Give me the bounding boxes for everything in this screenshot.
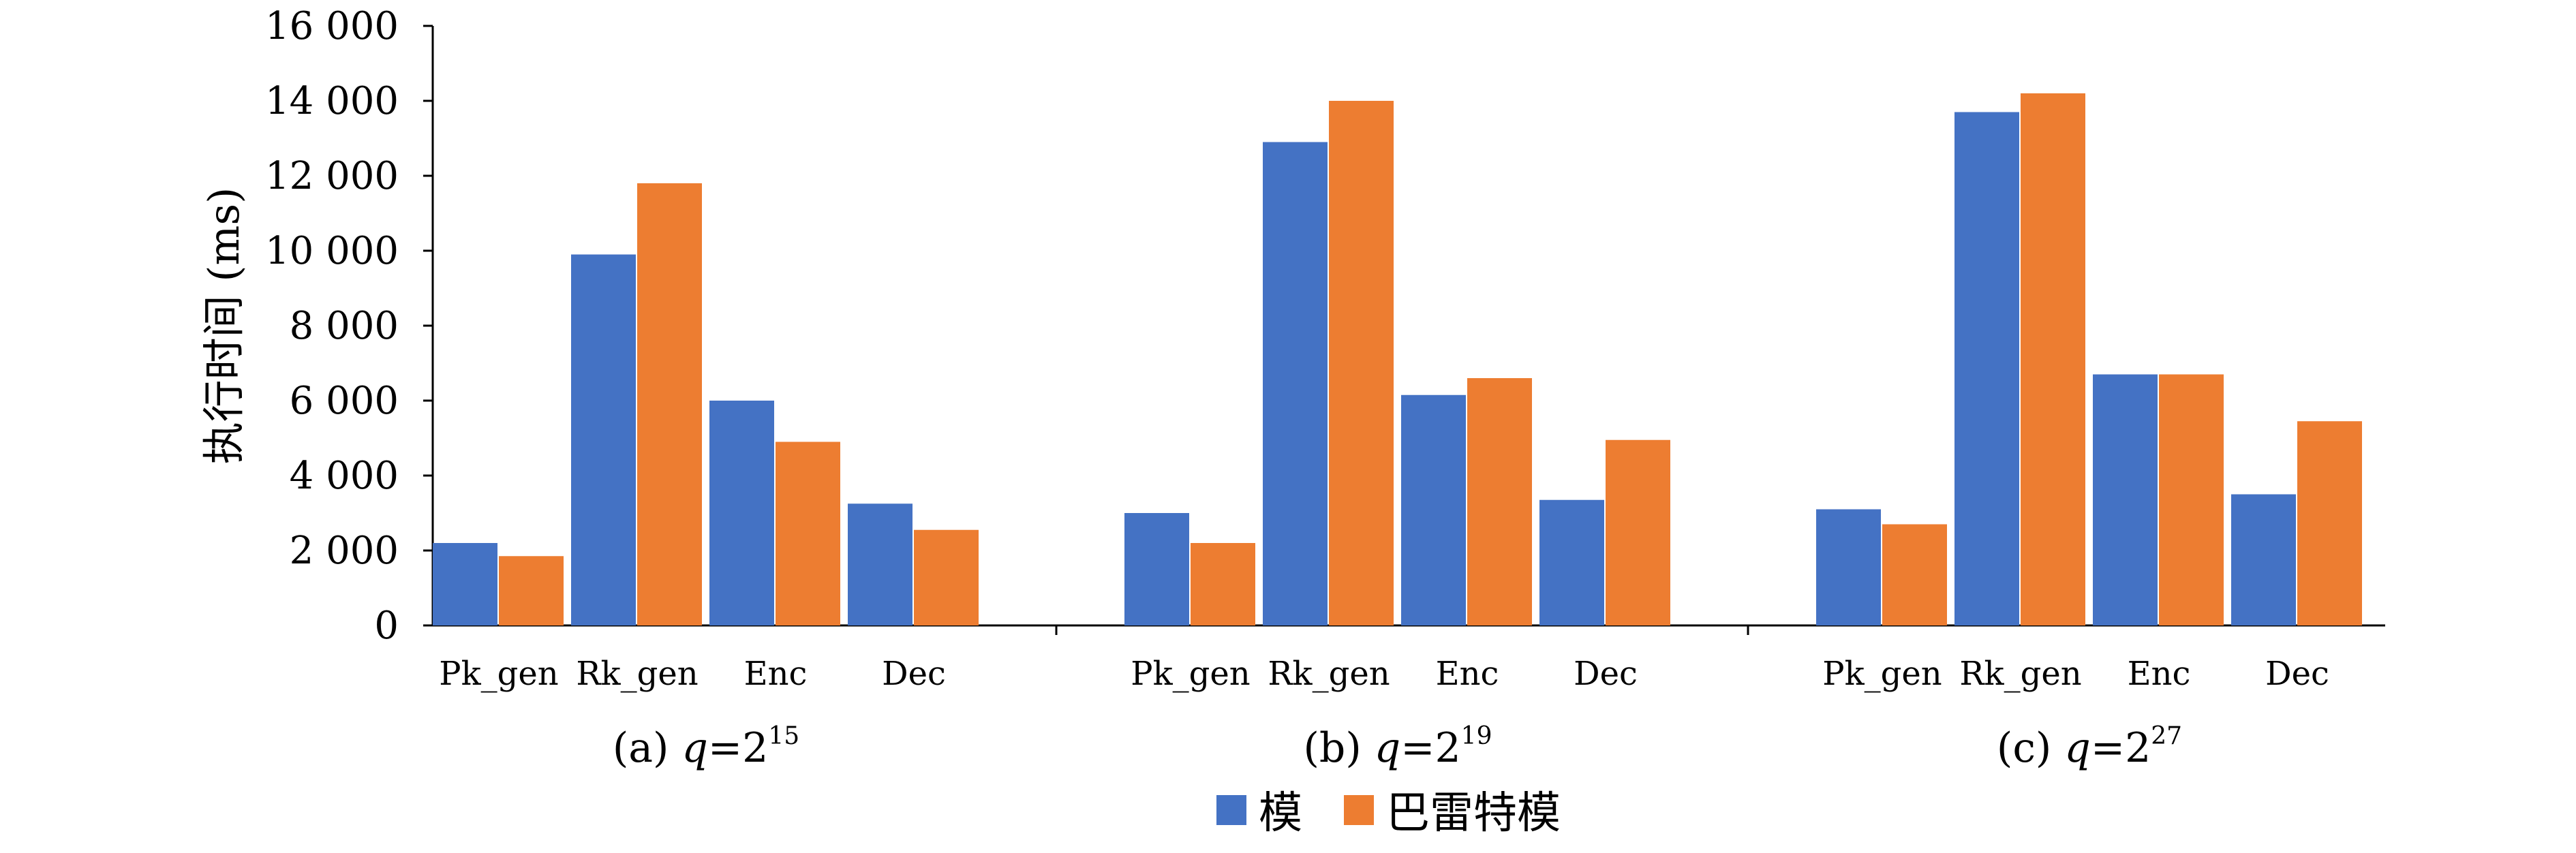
x-axis bbox=[433, 624, 2385, 635]
bar-barrett-rk-gen bbox=[1329, 101, 1394, 625]
legend: 模 巴雷特模 bbox=[1216, 788, 1561, 839]
x-category-label: Rk_gen bbox=[1268, 655, 1390, 693]
x-category-label: Dec bbox=[1574, 655, 1638, 693]
y-tick-label: 10 000 bbox=[265, 229, 399, 273]
bar-mo-enc bbox=[2093, 374, 2158, 625]
bar-mo-pk-gen bbox=[433, 543, 497, 625]
x-category-label: Rk_gen bbox=[1959, 655, 2081, 693]
bar-mo-rk-gen bbox=[1263, 142, 1328, 625]
legend-label: 模 bbox=[1259, 788, 1302, 839]
y-tick-label: 8 000 bbox=[290, 304, 399, 348]
y-axis: 0 2 000 4 000 6 000 8 000 10 000 12 000 14 000 1… bbox=[265, 4, 434, 648]
x-category-label: Pk_gen bbox=[439, 655, 558, 693]
y-tick-label: 0 bbox=[374, 604, 399, 648]
bar-barrett-pk-gen bbox=[1191, 543, 1255, 625]
bar-mo-rk-gen bbox=[1954, 112, 2019, 625]
bar-mo-pk-gen bbox=[1816, 509, 1881, 625]
y-tick-label: 4 000 bbox=[290, 454, 399, 498]
group-captions: (a) q=215 (b) q=219 (c) q=227 bbox=[613, 722, 2182, 772]
y-tick-label: 14 000 bbox=[265, 79, 399, 123]
bar-mo-dec bbox=[848, 503, 913, 625]
x-category-label: Rk_gen bbox=[576, 655, 698, 693]
x-category-label: Dec bbox=[2265, 655, 2329, 693]
y-axis-label: 执行时间 (ms) bbox=[199, 187, 249, 465]
legend-swatch bbox=[1344, 795, 1374, 825]
bar-barrett-pk-gen bbox=[1882, 524, 1947, 625]
bar-mo-dec bbox=[1539, 499, 1604, 625]
bar-mo-rk-gen bbox=[571, 254, 636, 625]
bar-barrett-rk-gen bbox=[637, 183, 702, 625]
bar-mo-enc bbox=[709, 401, 774, 625]
bar-barrett-enc bbox=[776, 441, 840, 625]
x-category-label: Pk_gen bbox=[1822, 655, 1942, 693]
legend-label: 巴雷特模 bbox=[1386, 788, 1561, 839]
bar-barrett-rk-gen bbox=[2021, 93, 2085, 625]
legend-swatch bbox=[1216, 795, 1246, 825]
y-tick-label: 2 000 bbox=[290, 529, 399, 573]
y-tick-label: 12 000 bbox=[265, 154, 399, 198]
x-category-label: Enc bbox=[2128, 655, 2191, 693]
x-category-label: Enc bbox=[1436, 655, 1499, 693]
bar-barrett-enc bbox=[1467, 378, 1532, 625]
bar-mo-enc bbox=[1401, 394, 1466, 625]
x-category-label: Dec bbox=[882, 655, 946, 693]
x-category-label: Pk_gen bbox=[1131, 655, 1250, 693]
group-caption: (c) q=227 bbox=[1997, 722, 2182, 772]
bar-barrett-dec bbox=[914, 529, 979, 625]
bar-mo-pk-gen bbox=[1124, 513, 1189, 625]
bar-mo-dec bbox=[2231, 494, 2296, 625]
y-tick-label: 16 000 bbox=[265, 4, 399, 48]
bars bbox=[433, 93, 2362, 625]
bar-barrett-dec bbox=[1606, 439, 1670, 625]
category-labels: Pk_gen Rk_gen Enc Dec Pk_gen Rk_gen Enc Dec Pk_g… bbox=[439, 655, 2329, 693]
y-tick-label: 6 000 bbox=[290, 379, 399, 423]
bar-barrett-enc bbox=[2159, 374, 2224, 625]
group-caption: (a) q=215 bbox=[613, 722, 799, 772]
bar-barrett-pk-gen bbox=[499, 556, 564, 625]
bar-barrett-dec bbox=[2297, 421, 2362, 625]
group-caption: (b) q=219 bbox=[1304, 722, 1492, 772]
x-category-label: Enc bbox=[744, 655, 808, 693]
